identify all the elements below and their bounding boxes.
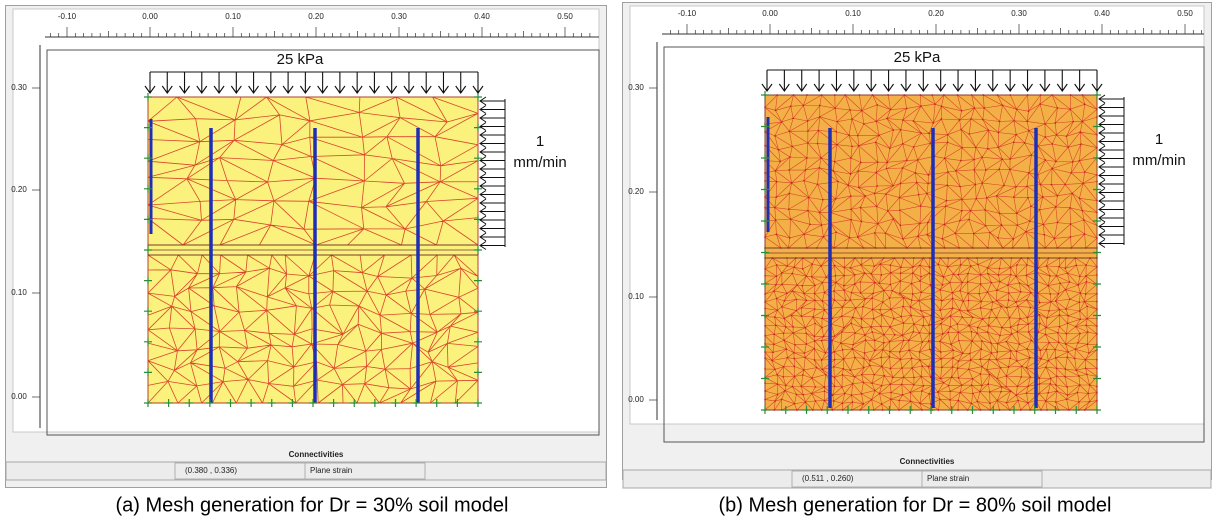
ruler-x-label: -0.10 xyxy=(58,12,77,21)
ruler-y-label: 0.30 xyxy=(628,83,644,92)
panel: -0.10 0.00 0.10 0.20 0.30 0.40 0.50 0.30 0.20 0.1… xyxy=(6,6,607,488)
ruler-x-label: 0.30 xyxy=(1011,9,1027,18)
ruler-y-label: 0.00 xyxy=(628,395,644,404)
rate-value: 1 xyxy=(1155,131,1163,148)
ruler-y-label: 0.00 xyxy=(11,392,27,401)
ruler-x-label: 0.00 xyxy=(142,12,158,21)
ruler-x-label: 0.20 xyxy=(928,9,944,18)
ruler-y-label: 0.20 xyxy=(11,185,27,194)
connectivities-label: Connectivities xyxy=(900,457,955,466)
ruler-y-label: 0.10 xyxy=(11,288,27,297)
ruler-x-label: 0.50 xyxy=(1177,9,1193,18)
ruler-x-label: 0.10 xyxy=(225,12,241,21)
soil-model xyxy=(765,95,1097,410)
ruler-x-label: 0.40 xyxy=(474,12,490,21)
caption: (b) Mesh generation for Dr = 80% soil mo… xyxy=(719,494,1112,516)
ruler-x-label: -0.10 xyxy=(678,9,697,18)
status-bar xyxy=(623,470,1211,488)
status-bar xyxy=(6,462,606,480)
panel: -0.10 0.00 0.10 0.20 0.30 0.40 0.50 0.30 0.20 0.1… xyxy=(623,3,1212,489)
rate-unit: mm/min xyxy=(1132,152,1185,169)
caption: (a) Mesh generation for Dr = 30% soil mo… xyxy=(116,494,509,516)
status-mode: Plane strain xyxy=(310,466,352,475)
page: {"panels": [ {"ruler_x_labels": ["-0.10"… xyxy=(0,0,1217,524)
load-label: 25 kPa xyxy=(277,51,324,68)
ruler-x-label: 0.40 xyxy=(1094,9,1110,18)
connectivities-label: Connectivities xyxy=(289,450,344,459)
ruler-x-label: 0.20 xyxy=(308,12,324,21)
status-coords: (0.380 , 0.336) xyxy=(185,466,237,475)
ruler-x-label: 0.10 xyxy=(845,9,861,18)
load-label: 25 kPa xyxy=(894,49,941,66)
ruler-x-label: 0.00 xyxy=(762,9,778,18)
status-coords: (0.511 , 0.260) xyxy=(802,474,854,483)
figure: -0.10 0.00 0.10 0.20 0.30 0.40 0.50 0.30 0.20 0.1… xyxy=(0,0,1217,524)
rate-value: 1 xyxy=(536,133,544,150)
rate-unit: mm/min xyxy=(513,154,566,171)
ruler-y-label: 0.20 xyxy=(628,187,644,196)
ruler-x-label: 0.30 xyxy=(391,12,407,21)
status-mode: Plane strain xyxy=(927,474,969,483)
ruler-y-label: 0.30 xyxy=(11,83,27,92)
ruler-y-label: 0.10 xyxy=(628,292,644,301)
ruler-x-label: 0.50 xyxy=(557,12,573,21)
